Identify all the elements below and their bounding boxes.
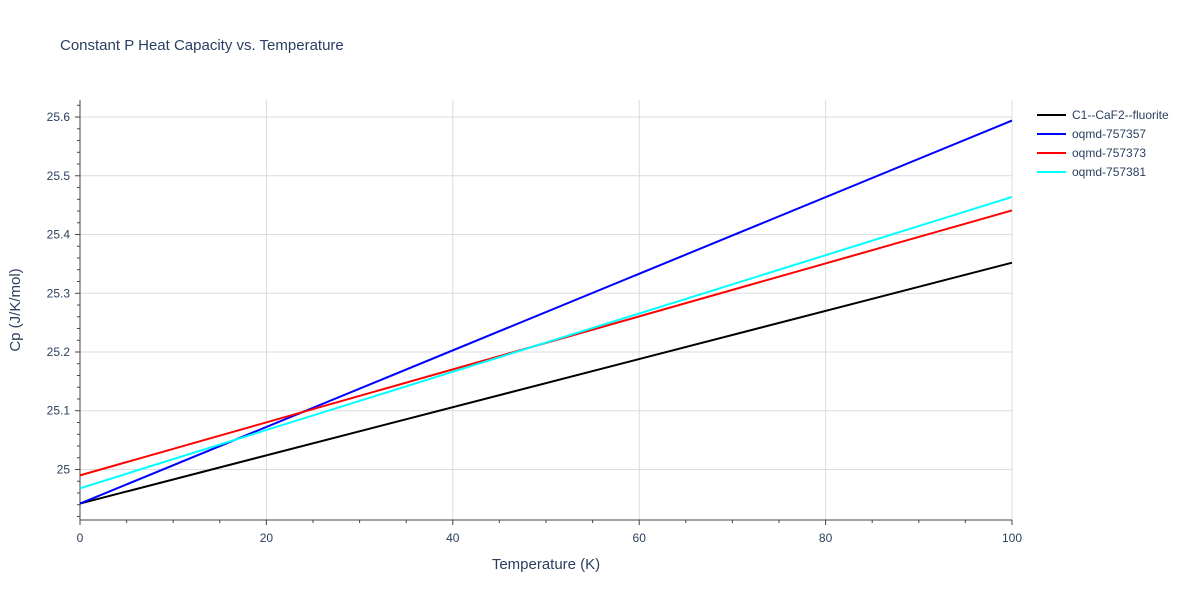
legend-label: C1--CaF2--fluorite (1072, 108, 1169, 122)
x-tick-label: 0 (77, 531, 84, 545)
y-tick-label: 25.1 (47, 404, 71, 418)
legend-label: oqmd-757357 (1072, 127, 1146, 141)
y-tick-label: 25.4 (47, 228, 71, 242)
x-axis-label: Temperature (K) (492, 556, 600, 573)
x-tick-label: 40 (446, 531, 460, 545)
y-tick-label: 25 (57, 462, 71, 476)
y-tick-label: 25.3 (47, 286, 71, 300)
series-line-oqmd-757381 (79, 195, 1013, 490)
y-tick-label: 25.6 (47, 110, 71, 124)
series-line-oqmd-757357 (79, 119, 1013, 505)
x-tick-label: 80 (819, 531, 833, 545)
y-tick-label: 25.2 (47, 345, 71, 359)
x-tick-label: 100 (1002, 531, 1022, 545)
x-tick-label: 20 (260, 531, 274, 545)
chart-title: Constant P Heat Capacity vs. Temperature (60, 37, 344, 54)
x-tick-label: 60 (633, 531, 647, 545)
y-tick-label: 25.5 (47, 169, 71, 183)
legend-label: oqmd-757373 (1072, 146, 1146, 160)
y-axis-label: Cp (J/K/mol) (7, 268, 24, 351)
series-line-C1--CaF2--fluorite (79, 261, 1013, 505)
legend-label: oqmd-757381 (1072, 165, 1146, 179)
